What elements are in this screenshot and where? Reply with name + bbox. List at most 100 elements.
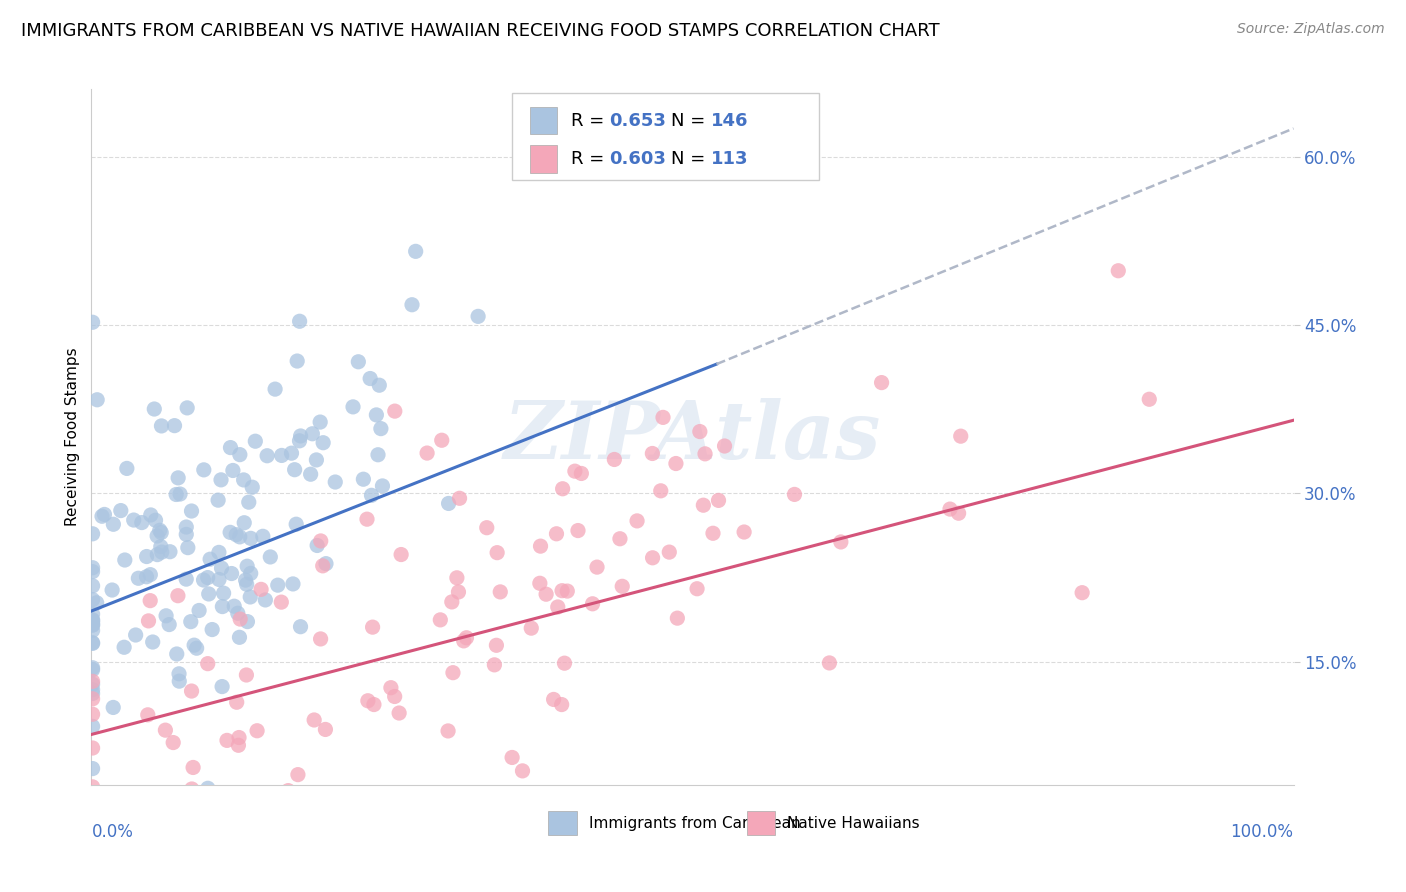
Text: 100.0%: 100.0% bbox=[1230, 823, 1294, 841]
Point bbox=[208, 573, 231, 587]
Point bbox=[193, 573, 215, 587]
Point bbox=[314, 723, 336, 737]
Point bbox=[692, 498, 714, 512]
Point bbox=[707, 493, 730, 508]
FancyBboxPatch shape bbox=[512, 93, 818, 179]
Point bbox=[211, 680, 233, 694]
Point bbox=[236, 559, 259, 574]
Point bbox=[543, 692, 565, 706]
Point bbox=[186, 641, 208, 656]
Point bbox=[245, 434, 267, 449]
Point bbox=[388, 706, 411, 720]
Point bbox=[177, 541, 200, 555]
Point bbox=[180, 615, 202, 629]
Point bbox=[529, 576, 551, 591]
Point bbox=[290, 620, 312, 634]
Point bbox=[181, 760, 204, 774]
Point bbox=[138, 800, 160, 814]
Point bbox=[167, 674, 190, 689]
Point bbox=[82, 613, 104, 627]
Text: Native Hawaiians: Native Hawaiians bbox=[787, 815, 920, 830]
Point bbox=[82, 682, 104, 697]
Point bbox=[287, 767, 309, 781]
Point bbox=[149, 540, 172, 554]
Point bbox=[288, 434, 311, 448]
Text: Source: ZipAtlas.com: Source: ZipAtlas.com bbox=[1237, 22, 1385, 37]
Point bbox=[269, 791, 291, 805]
Point bbox=[276, 800, 298, 814]
Point bbox=[702, 526, 724, 541]
Point bbox=[212, 586, 235, 600]
Point bbox=[188, 603, 211, 617]
Point bbox=[301, 426, 323, 441]
Point bbox=[82, 565, 104, 579]
Point bbox=[312, 558, 335, 573]
Point bbox=[666, 611, 689, 625]
Point bbox=[389, 548, 412, 562]
Point bbox=[446, 571, 468, 585]
Point bbox=[453, 633, 475, 648]
Point bbox=[139, 567, 162, 582]
Point bbox=[309, 415, 332, 429]
Point bbox=[180, 684, 202, 698]
Point bbox=[467, 310, 489, 324]
Point bbox=[197, 570, 219, 584]
Point bbox=[224, 599, 246, 614]
Point bbox=[127, 571, 149, 585]
Point bbox=[285, 517, 308, 532]
Point bbox=[555, 584, 578, 599]
Point bbox=[82, 624, 104, 638]
Point bbox=[235, 668, 257, 682]
Point bbox=[219, 525, 242, 540]
Point bbox=[361, 620, 384, 634]
FancyBboxPatch shape bbox=[548, 812, 576, 835]
Point bbox=[329, 800, 352, 814]
Point bbox=[82, 636, 104, 650]
Point bbox=[612, 579, 634, 593]
Point bbox=[183, 638, 205, 652]
Point bbox=[139, 593, 162, 607]
Point bbox=[225, 695, 247, 709]
Point bbox=[82, 780, 104, 794]
Point bbox=[371, 479, 394, 493]
Point bbox=[693, 447, 716, 461]
Point bbox=[228, 739, 250, 753]
Point bbox=[91, 509, 114, 524]
Point bbox=[384, 404, 406, 418]
Point bbox=[363, 698, 385, 712]
Point bbox=[235, 573, 257, 587]
Point bbox=[246, 723, 269, 738]
Point bbox=[103, 700, 125, 714]
Point bbox=[713, 439, 735, 453]
Point bbox=[416, 446, 439, 460]
Point bbox=[228, 530, 250, 544]
Point bbox=[290, 429, 312, 443]
Point bbox=[586, 560, 609, 574]
Point bbox=[146, 529, 169, 543]
Point bbox=[155, 723, 177, 738]
Point bbox=[115, 461, 138, 475]
Point bbox=[219, 441, 242, 455]
Point bbox=[783, 487, 806, 501]
Point bbox=[456, 631, 478, 645]
Point bbox=[82, 800, 104, 814]
Point bbox=[733, 524, 755, 539]
Point bbox=[437, 496, 460, 510]
Point bbox=[360, 488, 382, 502]
Point bbox=[366, 408, 388, 422]
Point bbox=[626, 514, 648, 528]
Point bbox=[239, 532, 262, 546]
Point bbox=[209, 473, 232, 487]
Point bbox=[238, 495, 260, 509]
Point bbox=[82, 560, 104, 574]
Point bbox=[127, 800, 149, 814]
Point bbox=[211, 599, 233, 614]
Point bbox=[142, 635, 165, 649]
Point bbox=[82, 661, 104, 675]
Point bbox=[82, 800, 104, 814]
Point bbox=[309, 632, 332, 646]
Point bbox=[135, 549, 157, 564]
Point bbox=[277, 783, 299, 797]
Point bbox=[534, 587, 557, 601]
Point bbox=[501, 750, 523, 764]
